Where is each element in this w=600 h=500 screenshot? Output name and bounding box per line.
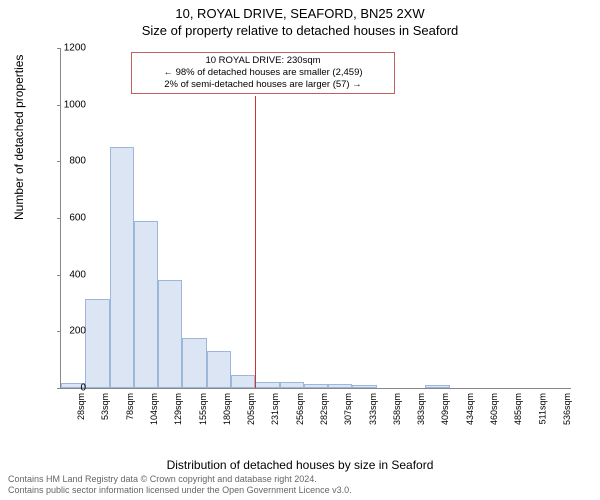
histogram-bar bbox=[134, 221, 158, 388]
histogram-bar bbox=[352, 385, 376, 388]
y-axis-label: Number of detached properties bbox=[12, 55, 26, 220]
y-tick-label: 600 bbox=[46, 213, 86, 224]
x-tick-label: 231sqm bbox=[270, 393, 280, 425]
x-tick-label: 180sqm bbox=[222, 393, 232, 425]
histogram-bar bbox=[280, 382, 304, 388]
x-tick-label: 53sqm bbox=[100, 393, 110, 420]
y-tick-label: 800 bbox=[46, 156, 86, 167]
histogram-bar bbox=[231, 375, 255, 388]
footer-attribution: Contains HM Land Registry data © Crown c… bbox=[8, 474, 352, 496]
plot-region: 10 ROYAL DRIVE: 230sqm ← 98% of detached… bbox=[60, 48, 571, 389]
x-axis-label: Distribution of detached houses by size … bbox=[0, 458, 600, 472]
x-tick-label: 409sqm bbox=[440, 393, 450, 425]
address-title: 10, ROYAL DRIVE, SEAFORD, BN25 2XW bbox=[0, 0, 600, 21]
histogram-bar bbox=[255, 382, 279, 388]
x-tick-label: 155sqm bbox=[198, 393, 208, 425]
histogram-bar bbox=[110, 147, 134, 388]
x-tick-label: 485sqm bbox=[513, 393, 523, 425]
chart-subtitle: Size of property relative to detached ho… bbox=[0, 21, 600, 38]
histogram-bar bbox=[425, 385, 449, 388]
x-tick-label: 282sqm bbox=[319, 393, 329, 425]
x-tick-label: 511sqm bbox=[538, 393, 548, 424]
y-tick-label: 1200 bbox=[46, 43, 86, 54]
footer-line1: Contains HM Land Registry data © Crown c… bbox=[8, 474, 352, 485]
chart-area: 10 ROYAL DRIVE: 230sqm ← 98% of detached… bbox=[60, 48, 570, 418]
annotation-box: 10 ROYAL DRIVE: 230sqm ← 98% of detached… bbox=[131, 52, 395, 94]
x-tick-label: 536sqm bbox=[562, 393, 572, 425]
x-tick-label: 78sqm bbox=[125, 393, 135, 420]
y-tick-label: 0 bbox=[46, 383, 86, 394]
annotation-line3: 2% of semi-detached houses are larger (5… bbox=[138, 79, 388, 91]
y-tick-label: 400 bbox=[46, 269, 86, 280]
x-tick-label: 460sqm bbox=[489, 393, 499, 425]
histogram-bar bbox=[207, 351, 231, 388]
footer-line2: Contains public sector information licen… bbox=[8, 485, 352, 496]
x-tick-label: 104sqm bbox=[149, 393, 159, 425]
y-tick-label: 200 bbox=[46, 326, 86, 337]
x-tick-label: 358sqm bbox=[392, 393, 402, 425]
x-tick-label: 434sqm bbox=[465, 393, 475, 425]
y-tick-label: 1000 bbox=[46, 99, 86, 110]
histogram-bar bbox=[182, 338, 206, 388]
x-tick-label: 333sqm bbox=[368, 393, 378, 425]
x-tick-label: 205sqm bbox=[246, 393, 256, 425]
histogram-bar bbox=[158, 280, 182, 388]
histogram-bar bbox=[328, 384, 352, 388]
histogram-bar bbox=[304, 384, 328, 388]
histogram-bar bbox=[85, 299, 109, 388]
chart-container: 10, ROYAL DRIVE, SEAFORD, BN25 2XW Size … bbox=[0, 0, 600, 500]
x-tick-label: 383sqm bbox=[416, 393, 426, 425]
x-tick-label: 129sqm bbox=[173, 393, 183, 425]
x-tick-label: 307sqm bbox=[343, 393, 353, 425]
annotation-line2: ← 98% of detached houses are smaller (2,… bbox=[138, 67, 388, 79]
x-tick-label: 28sqm bbox=[76, 393, 86, 420]
x-tick-label: 256sqm bbox=[295, 393, 305, 425]
annotation-line1: 10 ROYAL DRIVE: 230sqm bbox=[138, 55, 388, 67]
property-marker-line bbox=[255, 96, 256, 388]
